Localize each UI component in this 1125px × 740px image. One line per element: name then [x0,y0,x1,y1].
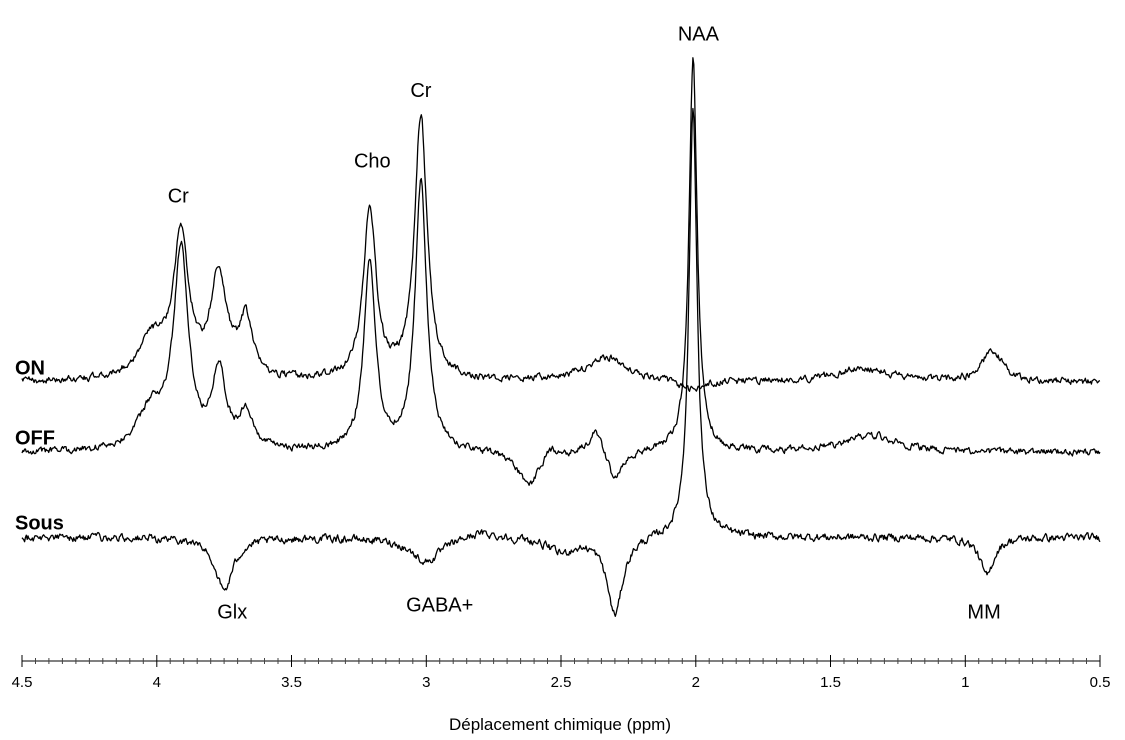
x-tick-label: 4.5 [12,674,33,691]
x-tick-label: 1 [961,674,969,691]
peak-label-cho-1: Cho [354,150,391,172]
x-tick-label: 2.5 [551,674,572,691]
x-tick-label: 3.5 [281,674,302,691]
peak-label-cr-0: Cr [168,186,189,208]
series-label-off: OFF [15,428,55,450]
peak-label-gaba-5: GABA+ [406,594,473,616]
x-tick-label: 2 [692,674,700,691]
peak-annotations: Cr Cho Cr NAA Glx GABA+ MM [168,24,1001,624]
peak-label-mm-6: MM [967,601,1000,623]
spectrum-line-on [21,114,1101,392]
x-tick-label: 0.5 [1090,674,1111,691]
peak-label-naa-3: NAA [678,24,720,46]
x-axis-title: Déplacement chimique (ppm) [449,715,671,734]
series-label-sous: Sous [15,512,64,534]
x-tick-label: 4 [153,674,161,691]
peak-label-cr-2: Cr [410,80,431,102]
x-tick-label: 1.5 [820,674,841,691]
series-label-on: ON [15,357,45,379]
spectrum-line-off [21,57,1101,486]
peak-label-glx-4: Glx [217,601,247,623]
spectrum-line-sous [21,107,1101,617]
series-labels: ON OFF Sous [15,357,64,534]
spectra-group [21,57,1101,617]
x-axis: 4.5 4 3.5 3 2.5 2 1.5 1 0.5 [12,655,1111,691]
x-tick-label: 3 [422,674,430,691]
